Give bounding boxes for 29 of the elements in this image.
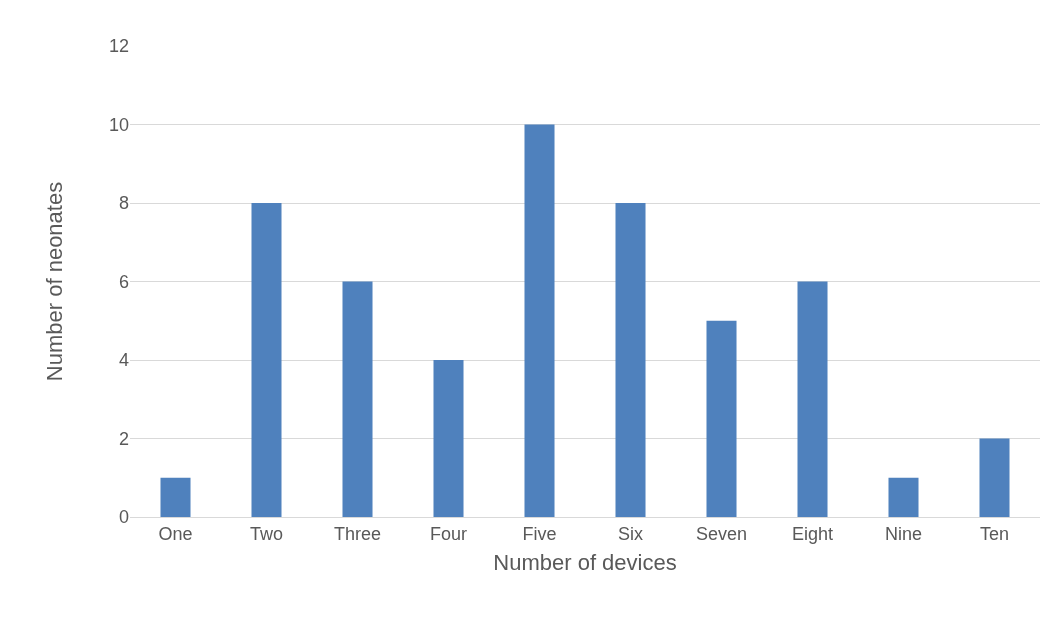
bar — [888, 477, 919, 517]
x-tick-label: Eight — [791, 523, 834, 544]
x-tick-label: Ten — [979, 523, 1010, 544]
y-tick-label: 0 — [118, 507, 129, 528]
bar — [433, 360, 464, 517]
bar — [706, 320, 737, 517]
x-axis-title: Number of devices — [493, 550, 677, 576]
x-tick-label: Nine — [884, 523, 923, 544]
bar — [979, 438, 1010, 517]
y-tick-label: 8 — [118, 193, 129, 214]
x-tick-label: Two — [249, 523, 284, 544]
bar — [342, 281, 373, 517]
bar — [615, 203, 646, 517]
y-tick-label: 10 — [108, 114, 129, 135]
x-tick-label: One — [158, 523, 193, 544]
x-tick-label: Three — [333, 523, 382, 544]
bar — [524, 124, 555, 517]
bar — [251, 203, 282, 517]
x-tick-label: Four — [429, 523, 468, 544]
y-tick-label: 12 — [108, 36, 129, 57]
y-tick-label: 6 — [118, 271, 129, 292]
x-tick-label: Five — [522, 523, 557, 544]
x-tick-label: Six — [617, 523, 644, 544]
bar — [797, 281, 828, 517]
x-tick-label: Seven — [695, 523, 748, 544]
y-tick-label: 2 — [118, 428, 129, 449]
bar — [160, 477, 191, 517]
y-axis-title: Number of neonates — [41, 181, 67, 382]
y-tick-label: 4 — [118, 350, 129, 371]
